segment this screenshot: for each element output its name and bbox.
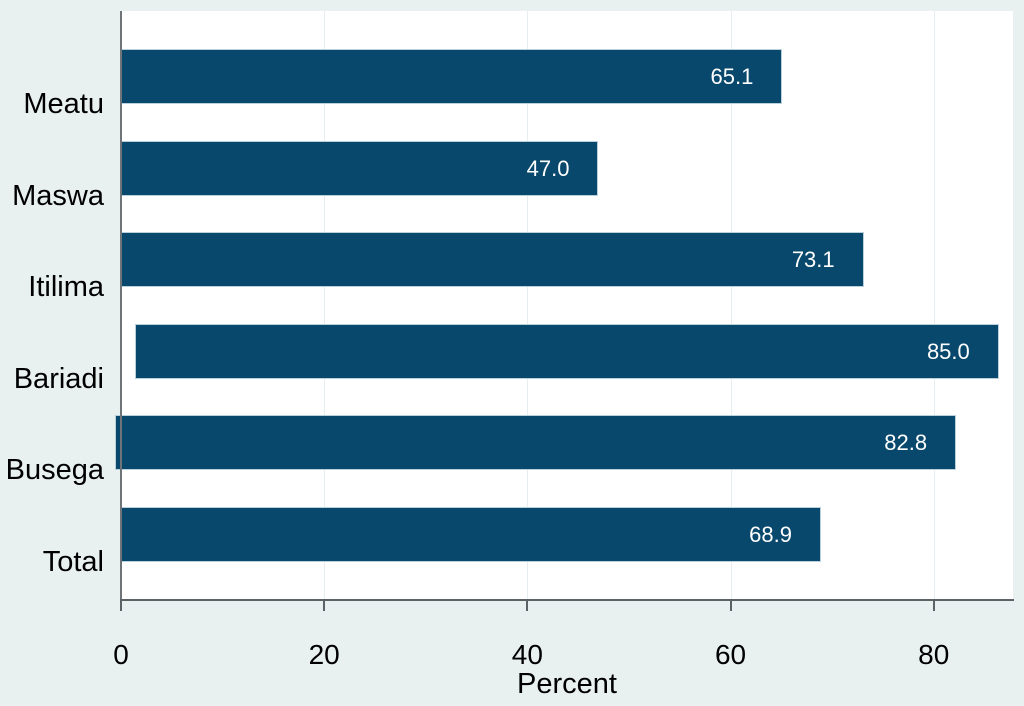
category-label: Busega — [5, 454, 104, 487]
bar-value-label: 65.1 — [710, 64, 754, 89]
bar: 47.0 — [121, 140, 599, 196]
x-tick-label: 20 — [308, 639, 340, 670]
bar: 73.1 — [121, 232, 864, 288]
vertical-gridline — [933, 11, 935, 600]
category-label: Bariadi — [13, 362, 104, 395]
bar-value-label: 82.8 — [884, 430, 928, 456]
bar-value-label: 73.1 — [791, 247, 835, 273]
x-axis-line — [120, 599, 1014, 601]
bar: 68.9 — [121, 507, 821, 562]
category-label: Meatu — [23, 88, 104, 120]
plot-area: 65.1 47.0 73.1 85.0 82.8 68.9 — [114, 11, 1013, 600]
x-tick-label: 80 — [918, 639, 950, 670]
bar: 65.1 — [121, 49, 783, 104]
x-tick-label: 40 — [511, 639, 543, 670]
x-tick — [323, 601, 326, 611]
bar: 85.0 — [135, 323, 999, 379]
bar-value-label: 47.0 — [526, 155, 570, 181]
x-tick-label: 0 — [113, 639, 129, 670]
category-label: Itilima — [28, 271, 104, 304]
category-label: Maswa — [12, 179, 104, 212]
x-tick — [120, 601, 122, 611]
x-tick — [526, 601, 529, 611]
vertical-gridline — [324, 11, 326, 600]
bar-value-label: 85.0 — [926, 338, 970, 364]
vertical-gridline — [527, 11, 529, 600]
bar-value-label: 68.9 — [749, 522, 792, 547]
x-tick — [729, 601, 732, 611]
vertical-gridline — [730, 11, 732, 600]
bar: 82.8 — [114, 415, 957, 471]
x-tick — [932, 601, 935, 611]
x-tick-label: 60 — [714, 639, 747, 670]
category-label: Total — [42, 546, 104, 578]
y-axis-line — [120, 11, 122, 600]
x-axis-title: Percent — [517, 668, 617, 700]
